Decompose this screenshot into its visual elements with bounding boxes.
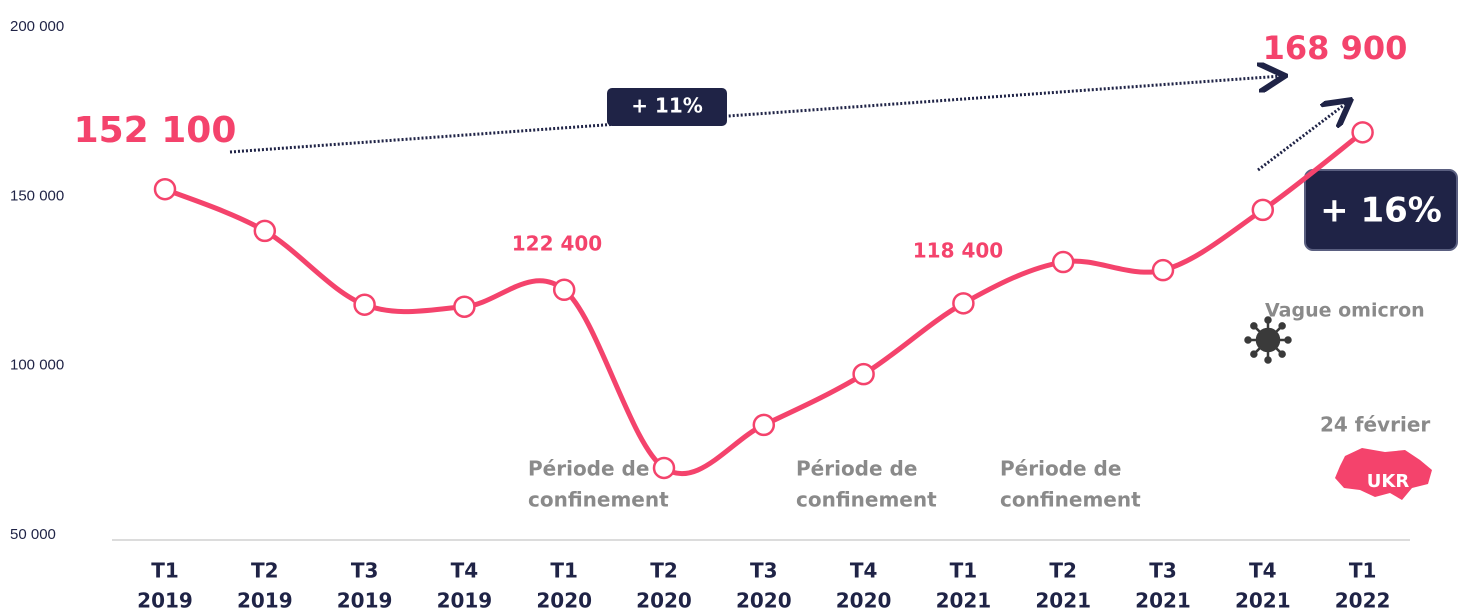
virus-icon <box>1244 316 1292 364</box>
x-tick-label: T3 <box>750 559 778 583</box>
value-label: 168 900 <box>1263 29 1408 67</box>
x-tick-label: 2022 <box>1335 589 1391 613</box>
point <box>1151 258 1175 282</box>
x-tick-label: 2019 <box>137 589 193 613</box>
x-tick-label: T4 <box>850 559 878 583</box>
x-tick-label: 2021 <box>936 589 992 613</box>
x-tick-label: T1 <box>550 559 578 583</box>
trend-arrow <box>1257 102 1348 172</box>
y-tick-label: 150 000 <box>10 187 64 204</box>
x-tick-label: 2019 <box>337 589 393 613</box>
x-tick-label: T3 <box>1149 559 1177 583</box>
annotation: 24 février <box>1320 413 1430 437</box>
x-tick-label: T2 <box>251 559 279 583</box>
x-tick-label: 2021 <box>1035 589 1091 613</box>
point <box>253 219 277 243</box>
annotation: + 16% <box>1320 191 1442 231</box>
badge <box>607 88 727 126</box>
value-label: 152 100 <box>74 110 237 151</box>
x-tick-label: T1 <box>950 559 978 583</box>
point <box>153 177 177 201</box>
annotation: confinement <box>528 488 669 512</box>
point <box>552 278 576 302</box>
point <box>952 292 975 315</box>
annotation: confinement <box>796 488 937 512</box>
point <box>1251 198 1275 222</box>
x-tick-label: T2 <box>650 559 678 583</box>
point <box>652 456 676 480</box>
trend-arrow <box>229 76 1282 154</box>
x-tick-label: 2021 <box>1235 589 1291 613</box>
x-tick-label: T4 <box>1249 559 1277 583</box>
annotation: confinement <box>1000 488 1141 512</box>
x-tick-label: T4 <box>451 559 479 583</box>
y-tick-label: 50 000 <box>10 526 56 543</box>
annotation: Période de <box>1000 457 1121 481</box>
value-label: 122 400 <box>512 232 602 256</box>
x-tick-label: T3 <box>351 559 379 583</box>
point <box>453 295 476 318</box>
point <box>752 413 776 437</box>
annotation: UKR <box>1367 471 1410 492</box>
x-tick-label: 2020 <box>536 589 592 613</box>
annotation: + 11% <box>631 94 703 118</box>
x-tick-label: T2 <box>1049 559 1077 583</box>
badge <box>1304 169 1458 251</box>
x-tick-label: 2020 <box>736 589 792 613</box>
x-tick-label: 2020 <box>636 589 692 613</box>
point <box>852 362 875 386</box>
y-tick-label: 200 000 <box>10 18 64 35</box>
annotation: Période de <box>528 457 649 481</box>
x-tick-label: 2021 <box>1135 589 1191 613</box>
point <box>1351 121 1374 144</box>
ukraine-map <box>1335 448 1432 500</box>
x-tick-label: 2019 <box>237 589 293 613</box>
annotation: Période de <box>796 457 917 481</box>
x-tick-label: T1 <box>1349 559 1377 583</box>
x-tick-label: 2019 <box>437 589 493 613</box>
x-tick-label: 2020 <box>836 589 892 613</box>
y-tick-label: 100 000 <box>10 357 64 374</box>
value-label: 118 400 <box>913 239 1003 263</box>
point <box>1051 250 1075 274</box>
point <box>353 293 376 316</box>
x-tick-label: T1 <box>151 559 179 583</box>
annotation: Vague omicron <box>1265 300 1425 322</box>
